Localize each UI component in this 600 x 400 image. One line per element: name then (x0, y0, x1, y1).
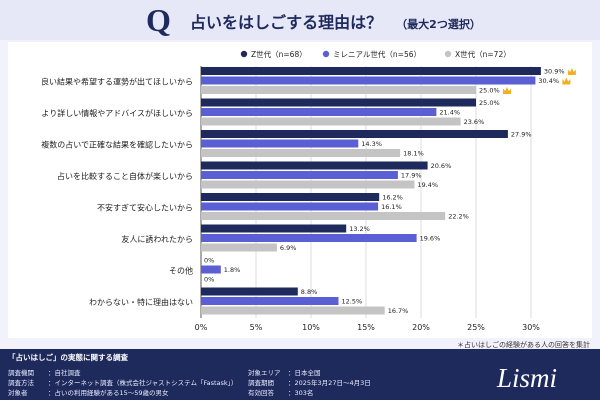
bar (201, 76, 536, 85)
value-label: 25.0% (479, 99, 500, 107)
bar (201, 306, 385, 315)
value-label: 19.4% (417, 181, 438, 189)
value-label: 30.9% (544, 68, 565, 76)
x-tick-label: 15% (357, 323, 375, 332)
survey-method-value: ：インターネット調査（株式会社ジャストシステム「Fastask」） (48, 379, 238, 387)
value-label: 16.7% (388, 307, 409, 315)
brand-logo: Lismi (497, 363, 558, 393)
bar (201, 224, 347, 233)
legend-marker (240, 50, 248, 58)
category-label: 複数の占いで正確な結果を確認したいから (41, 139, 193, 149)
category-label: その他 (169, 265, 193, 275)
bar (201, 297, 339, 305)
bar-chart: Z世代（n=68） ミレニアル世代（n=56） X世代（n=72） 0% 5% 10% 15… (41, 49, 576, 332)
category-label: 良い結果や希望する運勢が出てほしいから (41, 76, 193, 86)
value-label: 1.8% (224, 266, 241, 274)
survey-responses: 有効回答 ：303名 (248, 387, 313, 397)
x-tick-label: 30% (522, 323, 540, 332)
value-label: 30.4% (538, 77, 559, 85)
bar (201, 98, 476, 107)
value-label: 16.1% (381, 203, 402, 211)
bar (201, 149, 401, 157)
bar (201, 67, 541, 75)
value-label: 18.1% (403, 150, 424, 158)
chart-card: Z世代（n=68） ミレニアル世代（n=56） X世代（n=72） 0% 5% 10% 15… (8, 42, 592, 338)
category-label: 占いを比較すること自体が楽しいから (57, 171, 193, 181)
survey-responses-value: ：303名 (288, 389, 314, 397)
footnote: ＊占いはしごの経験がある人の回答を集計 (457, 341, 590, 349)
legend-label: X世代（n=72） (455, 49, 511, 59)
x-tick-label: 20% (412, 323, 430, 332)
value-label: 16.2% (382, 194, 403, 202)
bar (201, 193, 380, 201)
category-label: わからない・特に理由はない (89, 297, 193, 307)
bar (201, 287, 298, 296)
page-title-text: 占いをはしごする理由は？ (190, 13, 383, 32)
bar (201, 108, 437, 116)
survey-org: 調査機関 ：自社調査 (8, 367, 81, 377)
value-label: 13.2% (349, 225, 370, 233)
crown-icon (567, 68, 576, 75)
page-subtitle: （最大2つ選択） (396, 18, 481, 31)
survey-method: 調査方法 ：インターネット調査（株式会社ジャストシステム「Fastask」） (8, 377, 237, 387)
category-label: より詳しい情報やアドバイスがほしいから (41, 108, 193, 118)
value-label: 27.9% (511, 131, 532, 139)
category-label: 不安すぎて安心したいから (97, 202, 193, 212)
bar (201, 265, 221, 274)
survey-period-label: 調査期間 (248, 379, 274, 387)
x-tick-label: 25% (467, 323, 485, 332)
survey-area-label: 対象エリア (248, 369, 281, 377)
q-mark: Q (146, 2, 171, 38)
survey-target: 対象者 ：占いの利用経験がある15〜59歳の男女 (8, 387, 169, 397)
bar (201, 212, 446, 220)
value-label: 23.6% (464, 118, 485, 126)
crown-icon (562, 77, 571, 85)
survey-period-value: ：2025年3月27日〜4月3日 (288, 379, 371, 387)
value-label: 0% (204, 257, 214, 265)
bar (201, 86, 476, 94)
survey-area-value: ：日本全国 (288, 369, 321, 377)
survey-period: 調査期間 ：2025年3月27日〜4月3日 (248, 377, 371, 387)
survey-footer: 「占いはしご」の実態に関する調査 調査機関 ：自社調査 調査方法 ：インターネット調… (0, 349, 600, 400)
survey-method-label: 調査方法 (8, 379, 34, 387)
survey-title: 「占いはしご」の実態に関する調査 (8, 353, 128, 362)
bar (201, 161, 428, 170)
x-tick-label: 10% (302, 323, 320, 332)
survey-org-value: ：自社調査 (48, 369, 81, 377)
value-label: 17.9% (401, 172, 422, 180)
survey-responses-label: 有効回答 (248, 389, 274, 397)
bar (201, 130, 508, 138)
crown-icon (503, 87, 511, 94)
bar (201, 171, 398, 179)
bar (201, 117, 461, 126)
value-label: 21.4% (439, 109, 460, 117)
bar (201, 243, 277, 252)
bar (201, 202, 379, 211)
survey-target-label: 対象者 (8, 389, 28, 397)
bar (201, 234, 417, 242)
category-label: 友人に誘われたから (121, 234, 193, 244)
survey-target-value: ：占いの利用経験がある15〜59歳の男女 (48, 389, 169, 397)
value-label: 19.6% (420, 235, 441, 243)
value-label: 14.3% (361, 140, 382, 148)
bar (201, 139, 359, 148)
value-label: 25.0% (479, 87, 500, 95)
value-label: 6.9% (280, 244, 297, 252)
title-banner: Q 占いをはしごする理由は？ （最大2つ選択） (0, 0, 600, 40)
legend-label: Z世代（n=68） (251, 49, 307, 59)
value-label: 22.2% (448, 213, 469, 221)
bar (201, 180, 415, 189)
legend-marker (444, 50, 452, 58)
page-title: 占いをはしごする理由は？ （最大2つ選択） (190, 9, 481, 33)
legend-label: ミレニアル世代（n=56） (333, 49, 421, 59)
x-tick-label: 5% (250, 323, 263, 332)
survey-area: 対象エリア ：日本全国 (248, 367, 321, 377)
value-label: 0% (204, 276, 214, 284)
x-tick-label: 0% (195, 323, 208, 332)
survey-org-label: 調査機関 (8, 369, 34, 377)
value-label: 20.6% (431, 162, 452, 170)
value-label: 12.5% (342, 298, 363, 306)
legend-marker (322, 50, 330, 58)
value-label: 8.8% (301, 288, 318, 296)
